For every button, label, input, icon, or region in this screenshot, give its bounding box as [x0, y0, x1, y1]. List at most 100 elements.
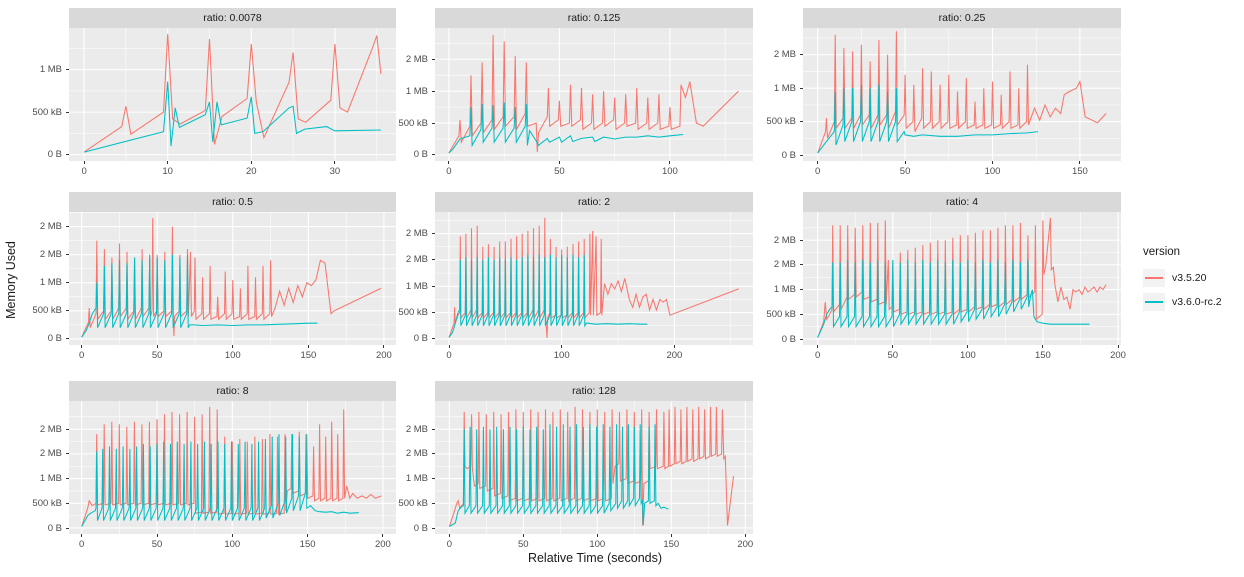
facet-strip-title: ratio: 4 [803, 192, 1121, 212]
x-axis-title: Relative Time (seconds) [527, 551, 663, 565]
x-tick-mark [383, 345, 385, 348]
y-tick-label: 1 MB [39, 473, 62, 485]
y-tick-label: 1 MB [39, 277, 62, 289]
y-tick-label: 500 kB [766, 116, 796, 128]
x-tick-label: 150 [300, 350, 317, 361]
x-tick-mark [382, 534, 384, 537]
legend-key [1143, 268, 1165, 287]
y-tick-mark [800, 121, 803, 123]
x-tick-mark [307, 534, 309, 537]
y-tick-mark [432, 453, 435, 455]
y-tick-label: 2 MB [39, 221, 62, 233]
x-tick-label: 100 [224, 350, 241, 361]
y-tick-mark [800, 154, 803, 156]
x-tick-mark [1117, 345, 1119, 348]
legend-key [1143, 292, 1165, 311]
y-tick-mark [800, 54, 803, 56]
x-tick-label: 200 [374, 539, 391, 550]
facet-panel [69, 401, 396, 534]
y-tick-label: 2 MB [773, 234, 796, 246]
x-tick-label: 0 [446, 350, 452, 361]
x-tick-label: 0 [79, 350, 85, 361]
panel-background [69, 28, 396, 161]
x-tick-mark [892, 345, 894, 348]
legend-entry: v3.5.20 [1143, 268, 1222, 287]
y-tick-mark [432, 338, 435, 340]
series-line-v3.6.0-rc.2 [449, 424, 669, 527]
series-line-v3.6.0-rc.2 [448, 254, 648, 338]
y-tick-mark [66, 527, 69, 529]
y-tick-mark [66, 226, 69, 228]
y-tick-mark [66, 111, 69, 113]
series-line-v3.5.20 [817, 31, 1107, 154]
series-line-v3.6.0-rc.2 [817, 259, 1090, 338]
facet-ratio-0.5: ratio: 0.5 0 50 100 150 200 0 B 500 kB 1 MB 2 MB 2… [21, 192, 396, 369]
x-tick-label: 100 [984, 166, 1001, 177]
x-tick-label: 0 [79, 539, 85, 550]
y-tick-label: 1 MB [773, 284, 796, 296]
legend-key-line [1145, 276, 1163, 279]
x-tick-mark [522, 534, 524, 537]
series-line-v3.5.20 [83, 33, 382, 153]
series-line-v3.5.20 [817, 217, 1107, 338]
x-tick-mark [334, 161, 336, 164]
x-tick-mark [967, 345, 969, 348]
y-tick-mark [432, 312, 435, 314]
x-tick-label: 200 [737, 539, 754, 550]
y-tick-label: 0 B [47, 333, 62, 345]
facet-panel [435, 401, 753, 534]
x-tick-mark [670, 534, 672, 537]
y-tick-label: 500 kB [32, 497, 62, 509]
x-tick-label: 50 [554, 166, 565, 177]
facet-strip-title: ratio: 8 [69, 381, 396, 401]
x-tick-mark [448, 161, 450, 164]
y-tick-label: 1 MB [405, 473, 428, 485]
x-tick-label: 100 [589, 539, 606, 550]
x-tick-mark [558, 161, 560, 164]
panel-background [803, 28, 1121, 161]
facet-ratio-2: ratio: 2 0 100 200 0 B 500 kB 1 MB 2 MB 2 MB [387, 192, 753, 369]
y-tick-mark [800, 87, 803, 89]
x-tick-mark [307, 345, 309, 348]
y-tick-mark [432, 58, 435, 60]
y-tick-label: 0 B [413, 522, 428, 534]
legend-entries: v3.5.20 v3.6.0-rc.2 [1143, 268, 1222, 311]
series-line-v3.5.20 [81, 218, 382, 338]
x-tick-mark [669, 161, 671, 164]
y-tick-label: 500 kB [32, 305, 62, 317]
y-tick-mark [432, 502, 435, 504]
x-tick-label: 50 [899, 166, 911, 177]
facet-panel [803, 212, 1121, 345]
y-tick-mark [66, 453, 69, 455]
panel-background [803, 212, 1121, 345]
y-tick-label: 500 kB [398, 307, 428, 319]
series-line-v3.6.0-rc.2 [817, 84, 1039, 154]
x-tick-label: 200 [666, 350, 683, 361]
facet-panel [69, 28, 396, 161]
facet-panel [435, 28, 753, 161]
y-tick-label: 1 MB [39, 64, 62, 76]
legend-title: version [1143, 246, 1181, 258]
panel-background [435, 401, 753, 534]
x-tick-label: 150 [299, 539, 316, 550]
y-tick-mark [432, 233, 435, 235]
x-tick-label: 50 [887, 350, 899, 361]
y-tick-label: 2 MB [405, 228, 428, 240]
x-tick-mark [744, 534, 746, 537]
x-tick-label: 0 [81, 166, 87, 177]
y-tick-mark [800, 338, 803, 340]
legend-entry-label: v3.6.0-rc.2 [1172, 295, 1222, 308]
y-tick-mark [432, 285, 435, 287]
y-tick-label: 0 B [47, 522, 62, 534]
series-line-v3.6.0-rc.2 [81, 434, 359, 527]
x-tick-mark [673, 345, 675, 348]
y-tick-label: 1 MB [773, 82, 796, 94]
series-line-v3.6.0-rc.2 [81, 254, 318, 338]
y-tick-mark [66, 154, 69, 156]
y-tick-mark [66, 310, 69, 312]
y-tick-label: 2 MB [405, 53, 428, 65]
y-tick-mark [800, 264, 803, 266]
y-tick-label: 2 MB [39, 448, 62, 460]
y-tick-label: 0 B [781, 149, 796, 161]
facet-strip-title: ratio: 2 [435, 192, 753, 212]
